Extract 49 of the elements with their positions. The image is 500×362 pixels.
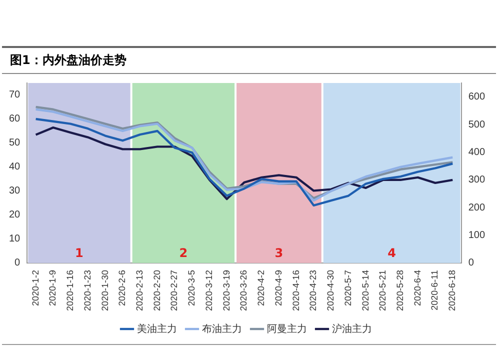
- y2-tick-label: 400: [468, 146, 486, 158]
- y-tick-label: 10: [9, 234, 21, 245]
- y2-tick-label: 0: [468, 258, 474, 269]
- x-tick-label: 2020-5-7: [342, 270, 353, 306]
- band-label: 4: [388, 246, 396, 260]
- y2-tick-label: 600: [468, 92, 486, 103]
- x-tick-label: 2020-5-14: [360, 270, 370, 312]
- y2-tick-label: 300: [468, 174, 486, 186]
- x-tick-label: 2020-2-27: [169, 270, 180, 312]
- band-label: 1: [75, 246, 84, 260]
- x-tick-label: 2020-2-20: [152, 270, 162, 312]
- x-tick-label: 2020-1-9: [48, 270, 58, 306]
- y-tick-label: 0: [14, 258, 21, 269]
- x-tick-label: 2020-4-30: [326, 270, 336, 312]
- x-tick-label: 2020-4-9: [273, 270, 284, 306]
- x-tick-label: 2020-6-18: [447, 270, 458, 312]
- band-label: 3: [274, 246, 284, 260]
- x-tick-label: 2020-2-13: [134, 270, 144, 312]
- y2-tick-label: 100: [468, 230, 486, 242]
- legend-label: 布油主力: [202, 322, 242, 335]
- band-label: 2: [179, 246, 188, 260]
- x-tick-label: 2020-4-16: [290, 270, 301, 312]
- y-tick-label: 20: [9, 210, 21, 221]
- legend-label: 阿曼主力: [267, 322, 307, 335]
- x-tick-label: 2020-1-2: [30, 270, 40, 306]
- x-tick-label: 2020-5-21: [378, 270, 388, 312]
- x-tick-label: 2020-5-28: [395, 270, 406, 312]
- x-tick-label: 2020-6-4: [412, 270, 422, 306]
- x-tick-label: 2020-1-16: [65, 270, 76, 312]
- legend-label: 美油主力: [137, 322, 177, 335]
- x-tick-label: 2020-3-26: [238, 270, 249, 312]
- x-tick-label: 2020-4-2: [256, 270, 266, 306]
- x-tick-label: 2020-2-6: [117, 270, 128, 306]
- x-tick-label: 2020-6-11: [430, 270, 440, 310]
- x-tick-label: 2020-3-12: [204, 270, 214, 312]
- x-tick-label: 2020-1-30: [100, 270, 110, 312]
- y-tick-label: 50: [9, 138, 21, 149]
- y-tick-label: 60: [9, 114, 21, 125]
- y2-tick-label: 200: [468, 202, 486, 214]
- y-tick-label: 70: [9, 90, 21, 101]
- x-tick-label: 2020-4-23: [308, 270, 318, 312]
- y-tick-label: 40: [9, 162, 21, 173]
- x-tick-label: 2020-3-5: [186, 270, 197, 306]
- x-tick-label: 2020-1-23: [82, 270, 92, 312]
- y-tick-label: 30: [9, 186, 21, 197]
- x-tick-label: 2020-3-19: [221, 270, 232, 312]
- y2-tick-label: 500: [468, 119, 486, 130]
- legend-label: 沪油主力: [332, 322, 372, 335]
- chart-title: 图1：内外盘油价走势: [2, 48, 496, 74]
